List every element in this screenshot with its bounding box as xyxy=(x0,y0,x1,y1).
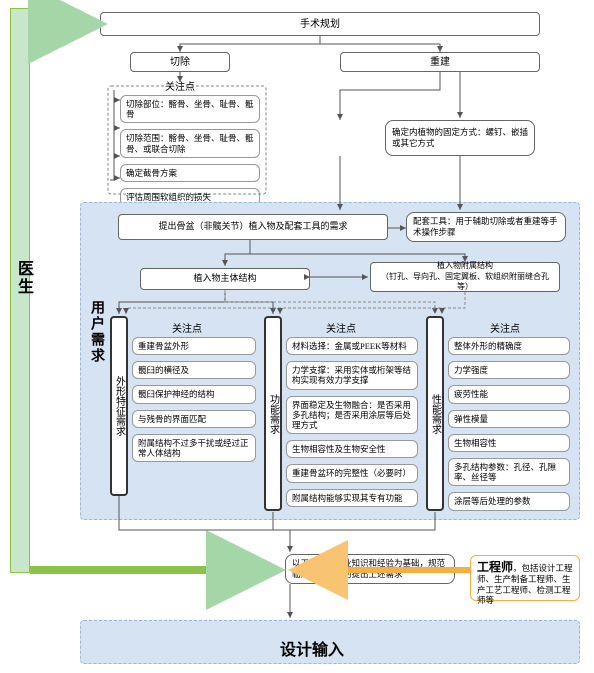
shape-need-vtitle: 外形特征需求 xyxy=(113,376,126,436)
shape-item: 与残骨的界面匹配 xyxy=(132,410,256,428)
performance-item: 力学强度 xyxy=(448,361,570,379)
performance-item: 多孔结构参数：孔径、孔隙率、丝径等 xyxy=(448,458,570,486)
function-item: 重建骨盆环的完整性（必要时） xyxy=(286,464,418,482)
performance-need-bar: 性能需求 xyxy=(426,316,444,511)
function-item: 附属结构能够实现其专有功能 xyxy=(286,489,418,507)
function-need-vtitle: 功能需求 xyxy=(267,394,280,434)
shape-need-bar: 外形特征需求 xyxy=(110,316,128,496)
design-input-label: 设计输入 xyxy=(280,636,344,660)
resection-box: 切除 xyxy=(130,52,230,72)
shape-item: 髋臼的横径及 xyxy=(132,361,256,379)
resection-text: 切除 xyxy=(170,56,190,69)
shape-item: 附属结构不过多干扰或经过正常人体结构 xyxy=(132,434,256,462)
resection-keypoints-label: 关注点 xyxy=(165,78,195,93)
implant-main-text: 植入物主体结构 xyxy=(193,273,256,285)
performance-need-vtitle: 性能需求 xyxy=(429,394,442,434)
function-need-bar: 功能需求 xyxy=(264,316,282,511)
pelvis-implant-need-box: 提出骨盆（非髋关节）植入物及配套工具的需求 xyxy=(118,214,388,240)
engineer-title: 工程师 xyxy=(477,560,513,574)
shape-item: 髋臼保护神经的结构 xyxy=(132,385,256,403)
performance-items: 整体外形的精确度 力学强度 疲劳性能 弹性模量 生物相容性 多孔结构参数：孔径、… xyxy=(448,334,570,514)
implant-aux-box: 植入物附属结构 （钉孔、导向孔、固定翼板、软组织附丽缝合孔等） xyxy=(370,262,560,292)
performance-item: 涂层等后处理的参数 xyxy=(448,492,570,510)
performance-item: 疲劳性能 xyxy=(448,385,570,403)
function-item: 生物相容性及生物安全性 xyxy=(286,440,418,458)
reconstruction-box: 重建 xyxy=(340,52,540,72)
doctor-label: 医生 xyxy=(11,260,35,296)
function-item: 力学支撑：采用实体或桁架等结构实现有效力学支撑 xyxy=(286,361,418,389)
resection-item: 确定截骨方案 xyxy=(120,164,260,182)
shape-item: 重建骨盆外形 xyxy=(132,337,256,355)
tools-text: 配套工具：用于辅助切除或者重建等手术操作步骤 xyxy=(413,216,559,238)
reconstruction-text: 重建 xyxy=(430,56,450,69)
function-item: 界面稳定及生物融合：是否采用多孔结构；是否采用涂层等后处理方式 xyxy=(286,396,418,435)
engineer-box: 工程师，包括设计工程师、生产制备工程师、生产工艺工程师、检测工程师等 xyxy=(470,555,580,601)
function-items: 材料选择：金属或PEEK等材料 力学支撑：采用实体或桁架等结构实现有效力学支撑 … xyxy=(286,334,418,510)
resection-item: 切除范围：髂骨、坐骨、耻骨、骶骨、或联合切除 xyxy=(120,129,260,157)
user-need-label: 用户需求 xyxy=(86,300,106,364)
surgical-planning-text: 手术规划 xyxy=(300,18,340,31)
shape-keypoints-label: 关注点 xyxy=(172,320,202,335)
middle-note-text: 以工程师的专业知识和经验为基础，规范临床医生合理的提出上述需求 xyxy=(292,558,448,580)
pelvis-implant-need-text: 提出骨盆（非髋关节）植入物及配套工具的需求 xyxy=(158,221,347,233)
performance-item: 整体外形的精确度 xyxy=(448,337,570,355)
implant-main-box: 植入物主体结构 xyxy=(140,268,310,290)
performance-keypoints-label: 关注点 xyxy=(490,320,520,335)
reconstruction-item-text: 确定内植物的固定方式：螺钉、嵌插或其它方式 xyxy=(392,127,528,149)
resection-item: 切除部位：髂骨、坐骨、耻骨、骶骨 xyxy=(120,95,260,123)
performance-item: 弹性模量 xyxy=(448,410,570,428)
resection-items: 切除部位：髂骨、坐骨、耻骨、骶骨 切除范围：髂骨、坐骨、耻骨、骶骨、或联合切除 … xyxy=(120,92,260,209)
reconstruction-item: 确定内植物的固定方式：螺钉、嵌插或其它方式 xyxy=(385,120,535,156)
function-keypoints-label: 关注点 xyxy=(326,320,356,335)
performance-item: 生物相容性 xyxy=(448,434,570,452)
shape-items: 重建骨盆外形 髋臼的横径及 髋臼保护神经的结构 与残骨的界面匹配 附属结构不过多… xyxy=(132,334,256,465)
implant-aux-text: 植入物附属结构 （钉孔、导向孔、固定翼板、软组织附丽缝合孔等） xyxy=(377,261,553,292)
surgical-planning-box: 手术规划 xyxy=(100,12,540,36)
function-item: 材料选择：金属或PEEK等材料 xyxy=(286,337,418,355)
tools-box: 配套工具：用于辅助切除或者重建等手术操作步骤 xyxy=(406,212,566,242)
middle-note-box: 以工程师的专业知识和经验为基础，规范临床医生合理的提出上述需求 xyxy=(285,554,455,584)
